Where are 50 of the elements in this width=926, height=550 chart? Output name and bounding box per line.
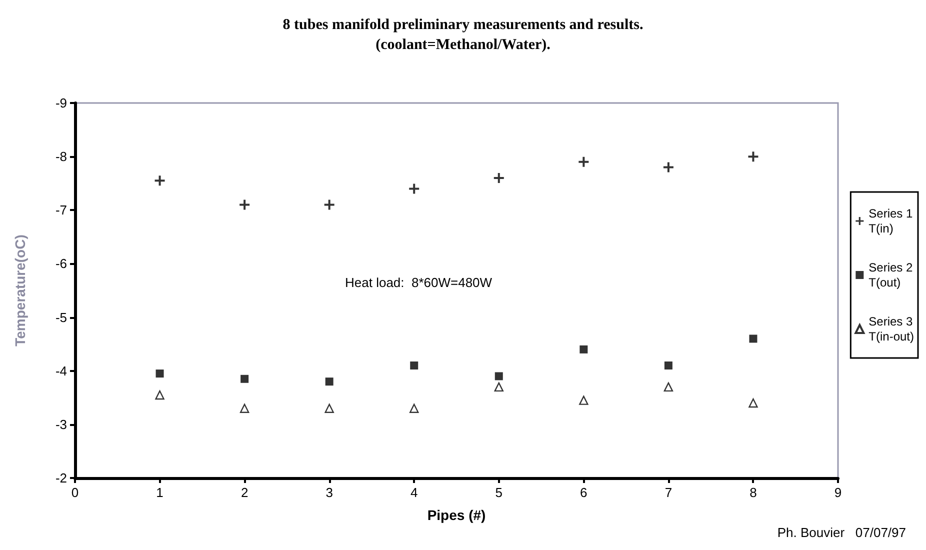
y-tick-label: -7: [55, 202, 67, 218]
point: [748, 152, 758, 162]
legend-label: Series 3 T(in-out): [868, 314, 914, 344]
x-tick-label: 2: [240, 485, 248, 500]
x-axis-title: Pipes (#): [427, 507, 486, 523]
x-tick-label: 3: [326, 485, 333, 500]
point: [580, 345, 588, 354]
x-tick-label: 0: [71, 485, 79, 500]
y-tick-label: -8: [55, 149, 67, 164]
x-tick-label: 5: [495, 485, 503, 500]
legend-label: Series 2 T(out): [868, 260, 914, 290]
point: [494, 372, 503, 380]
x-tick-label: 8: [750, 485, 757, 500]
point: [155, 390, 164, 400]
point: [325, 378, 334, 386]
point: [664, 362, 672, 370]
point: [410, 362, 418, 370]
y-tick-label: -2: [55, 470, 67, 486]
point: [663, 162, 674, 172]
x-tick-label: 1: [156, 485, 164, 500]
point: [324, 200, 334, 210]
point: [494, 173, 504, 183]
point: [156, 370, 164, 378]
point: [324, 404, 334, 413]
point: [579, 396, 588, 405]
chart-title: 8 tubes manifold preliminary measurements and results. (coolant=Methanol/Water).: [282, 17, 644, 53]
x-tick-label: 9: [834, 485, 842, 500]
annotation: Heat load: 8*60W=480W: [345, 275, 493, 290]
point: [240, 404, 250, 413]
point: [154, 176, 165, 186]
x-tick-label: 4: [410, 485, 418, 500]
y-tick-label: -5: [55, 310, 67, 325]
point: [409, 184, 420, 194]
legend-label: Series 1 T(in): [868, 206, 914, 236]
y-tick-label: -6: [55, 256, 67, 272]
point: [749, 334, 758, 343]
point: [578, 156, 589, 167]
point: [410, 404, 419, 413]
point: [494, 382, 504, 392]
y-tick-label: -4: [55, 363, 67, 378]
point: [664, 382, 674, 392]
text: Ph. Bouvier 07/07/97: [777, 525, 906, 540]
point: [748, 398, 758, 408]
x-tick-label: 7: [664, 485, 672, 500]
point: [240, 200, 250, 210]
point: [240, 374, 249, 383]
y-tick-label: -9: [55, 96, 67, 110]
x-tick-label: 6: [580, 485, 588, 500]
y-axis-title: Temperature(oC): [12, 234, 28, 346]
y-tick-label: -3: [55, 416, 67, 432]
